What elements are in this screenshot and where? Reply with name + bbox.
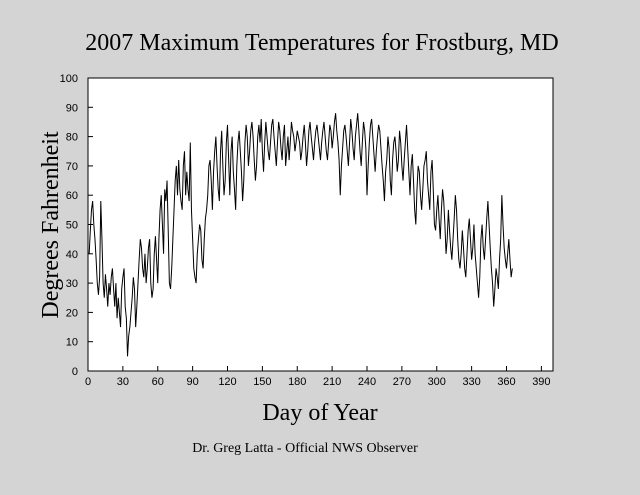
y-axis-label: Degrees Fahrenheit xyxy=(38,131,64,319)
x-tick-label: 360 xyxy=(497,376,515,388)
x-tick-label: 390 xyxy=(532,376,550,388)
x-tick-label: 210 xyxy=(323,376,341,388)
y-tick-label: 10 xyxy=(66,337,78,349)
x-tick-label: 240 xyxy=(358,376,376,388)
plot-area xyxy=(87,77,554,372)
x-tick-label: 60 xyxy=(152,376,164,388)
x-tick-label: 330 xyxy=(462,376,480,388)
x-tick-label: 150 xyxy=(253,376,271,388)
x-tick-label: 30 xyxy=(117,376,129,388)
x-tick-label: 270 xyxy=(393,376,411,388)
y-tick-label: 40 xyxy=(66,249,78,261)
y-tick-label: 0 xyxy=(72,366,78,378)
temperature-line xyxy=(88,113,513,357)
x-tick-label: 90 xyxy=(187,376,199,388)
y-tick-label: 70 xyxy=(66,161,78,173)
y-tick-label: 80 xyxy=(66,132,78,144)
x-axis-label: Day of Year xyxy=(262,400,377,426)
y-tick-label: 30 xyxy=(66,278,78,290)
x-tick-label: 0 xyxy=(85,376,91,388)
x-tick-label: 300 xyxy=(428,376,446,388)
x-tick-label: 120 xyxy=(218,376,236,388)
y-tick-label: 20 xyxy=(66,307,78,319)
x-tick-label: 180 xyxy=(288,376,306,388)
y-tick-label: 100 xyxy=(60,73,78,85)
y-tick-label: 90 xyxy=(66,102,78,114)
y-tick-label: 50 xyxy=(66,220,78,232)
chart-title: 2007 Maximum Temperatures for Frostburg,… xyxy=(85,30,558,56)
y-tick-label: 60 xyxy=(66,190,78,202)
footnote: Dr. Greg Latta - Official NWS Observer xyxy=(192,441,418,456)
